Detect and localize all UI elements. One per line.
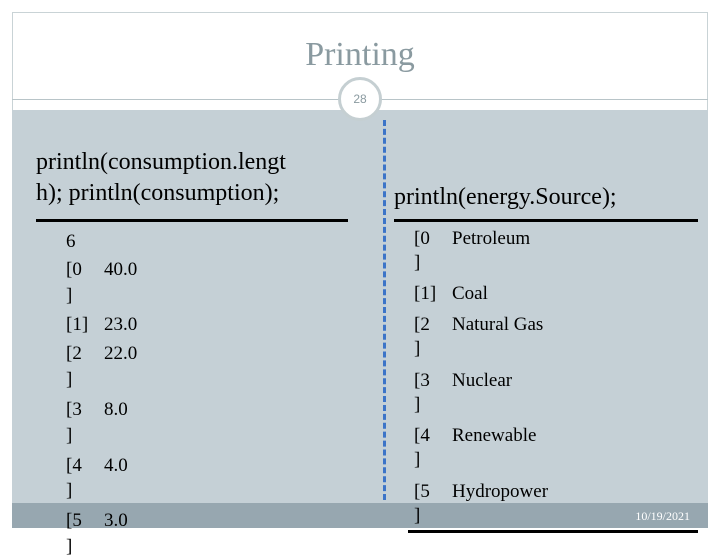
footer-bar (12, 503, 708, 528)
entry-index: [2 (414, 314, 430, 335)
entry-bracket: ] (414, 252, 421, 273)
entry-index: [0 (414, 228, 430, 249)
column-divider (383, 120, 386, 500)
length-value: 6 (66, 231, 76, 252)
left-heading: println(consumption.lengt h); println(co… (36, 147, 286, 209)
entry-bracket: ] (414, 505, 421, 526)
entry-value: 8.0 (104, 399, 128, 420)
entry-bracket: ] (66, 536, 73, 557)
entry-index: [4 (414, 425, 430, 446)
entry-value: Natural Gas (452, 314, 544, 335)
slide-date: 10/19/2021 (635, 509, 690, 523)
content-panel (12, 110, 708, 528)
entry-bracket: ] (414, 394, 421, 415)
right-heading: println(energy.Source); (394, 184, 617, 210)
entry-value: 4.0 (104, 455, 128, 476)
entry-index: [1] (66, 314, 89, 335)
entry-bracket: ] (66, 480, 73, 501)
entry-value: Nuclear (452, 370, 513, 391)
entry-value: Petroleum (452, 228, 531, 249)
entry-value: Hydropower (452, 481, 549, 502)
left-heading-line-2: h); println(consumption); (36, 180, 280, 206)
entry-index: [0 (66, 259, 82, 280)
entry-value: Renewable (452, 425, 537, 446)
entry-index: [3 (66, 399, 82, 420)
entry-bracket: ] (66, 425, 73, 446)
entry-value: 3.0 (104, 510, 128, 531)
entry-value: Coal (452, 283, 488, 304)
entry-value: 40.0 (104, 259, 138, 280)
entry-index: [2 (66, 343, 82, 364)
page-number-badge: 28 (338, 77, 382, 121)
right-heading-underline (394, 219, 698, 222)
entry-value: 23.0 (104, 314, 138, 335)
entry-index: [5 (66, 510, 82, 531)
entry-bracket: ] (414, 449, 421, 470)
left-heading-line-1: println(consumption.lengt (36, 149, 286, 175)
entry-bracket: ] (66, 369, 73, 390)
entry-index: [3 (414, 370, 430, 391)
right-bottom-underline (408, 530, 698, 533)
left-heading-underline (36, 219, 348, 222)
entry-value: 22.0 (104, 343, 138, 364)
slide-title: Printing (305, 36, 415, 73)
entry-index: [4 (66, 455, 82, 476)
entry-index: [1] (414, 283, 437, 304)
entry-bracket: ] (66, 285, 73, 306)
entry-bracket: ] (414, 338, 421, 359)
entry-index: [5 (414, 481, 430, 502)
